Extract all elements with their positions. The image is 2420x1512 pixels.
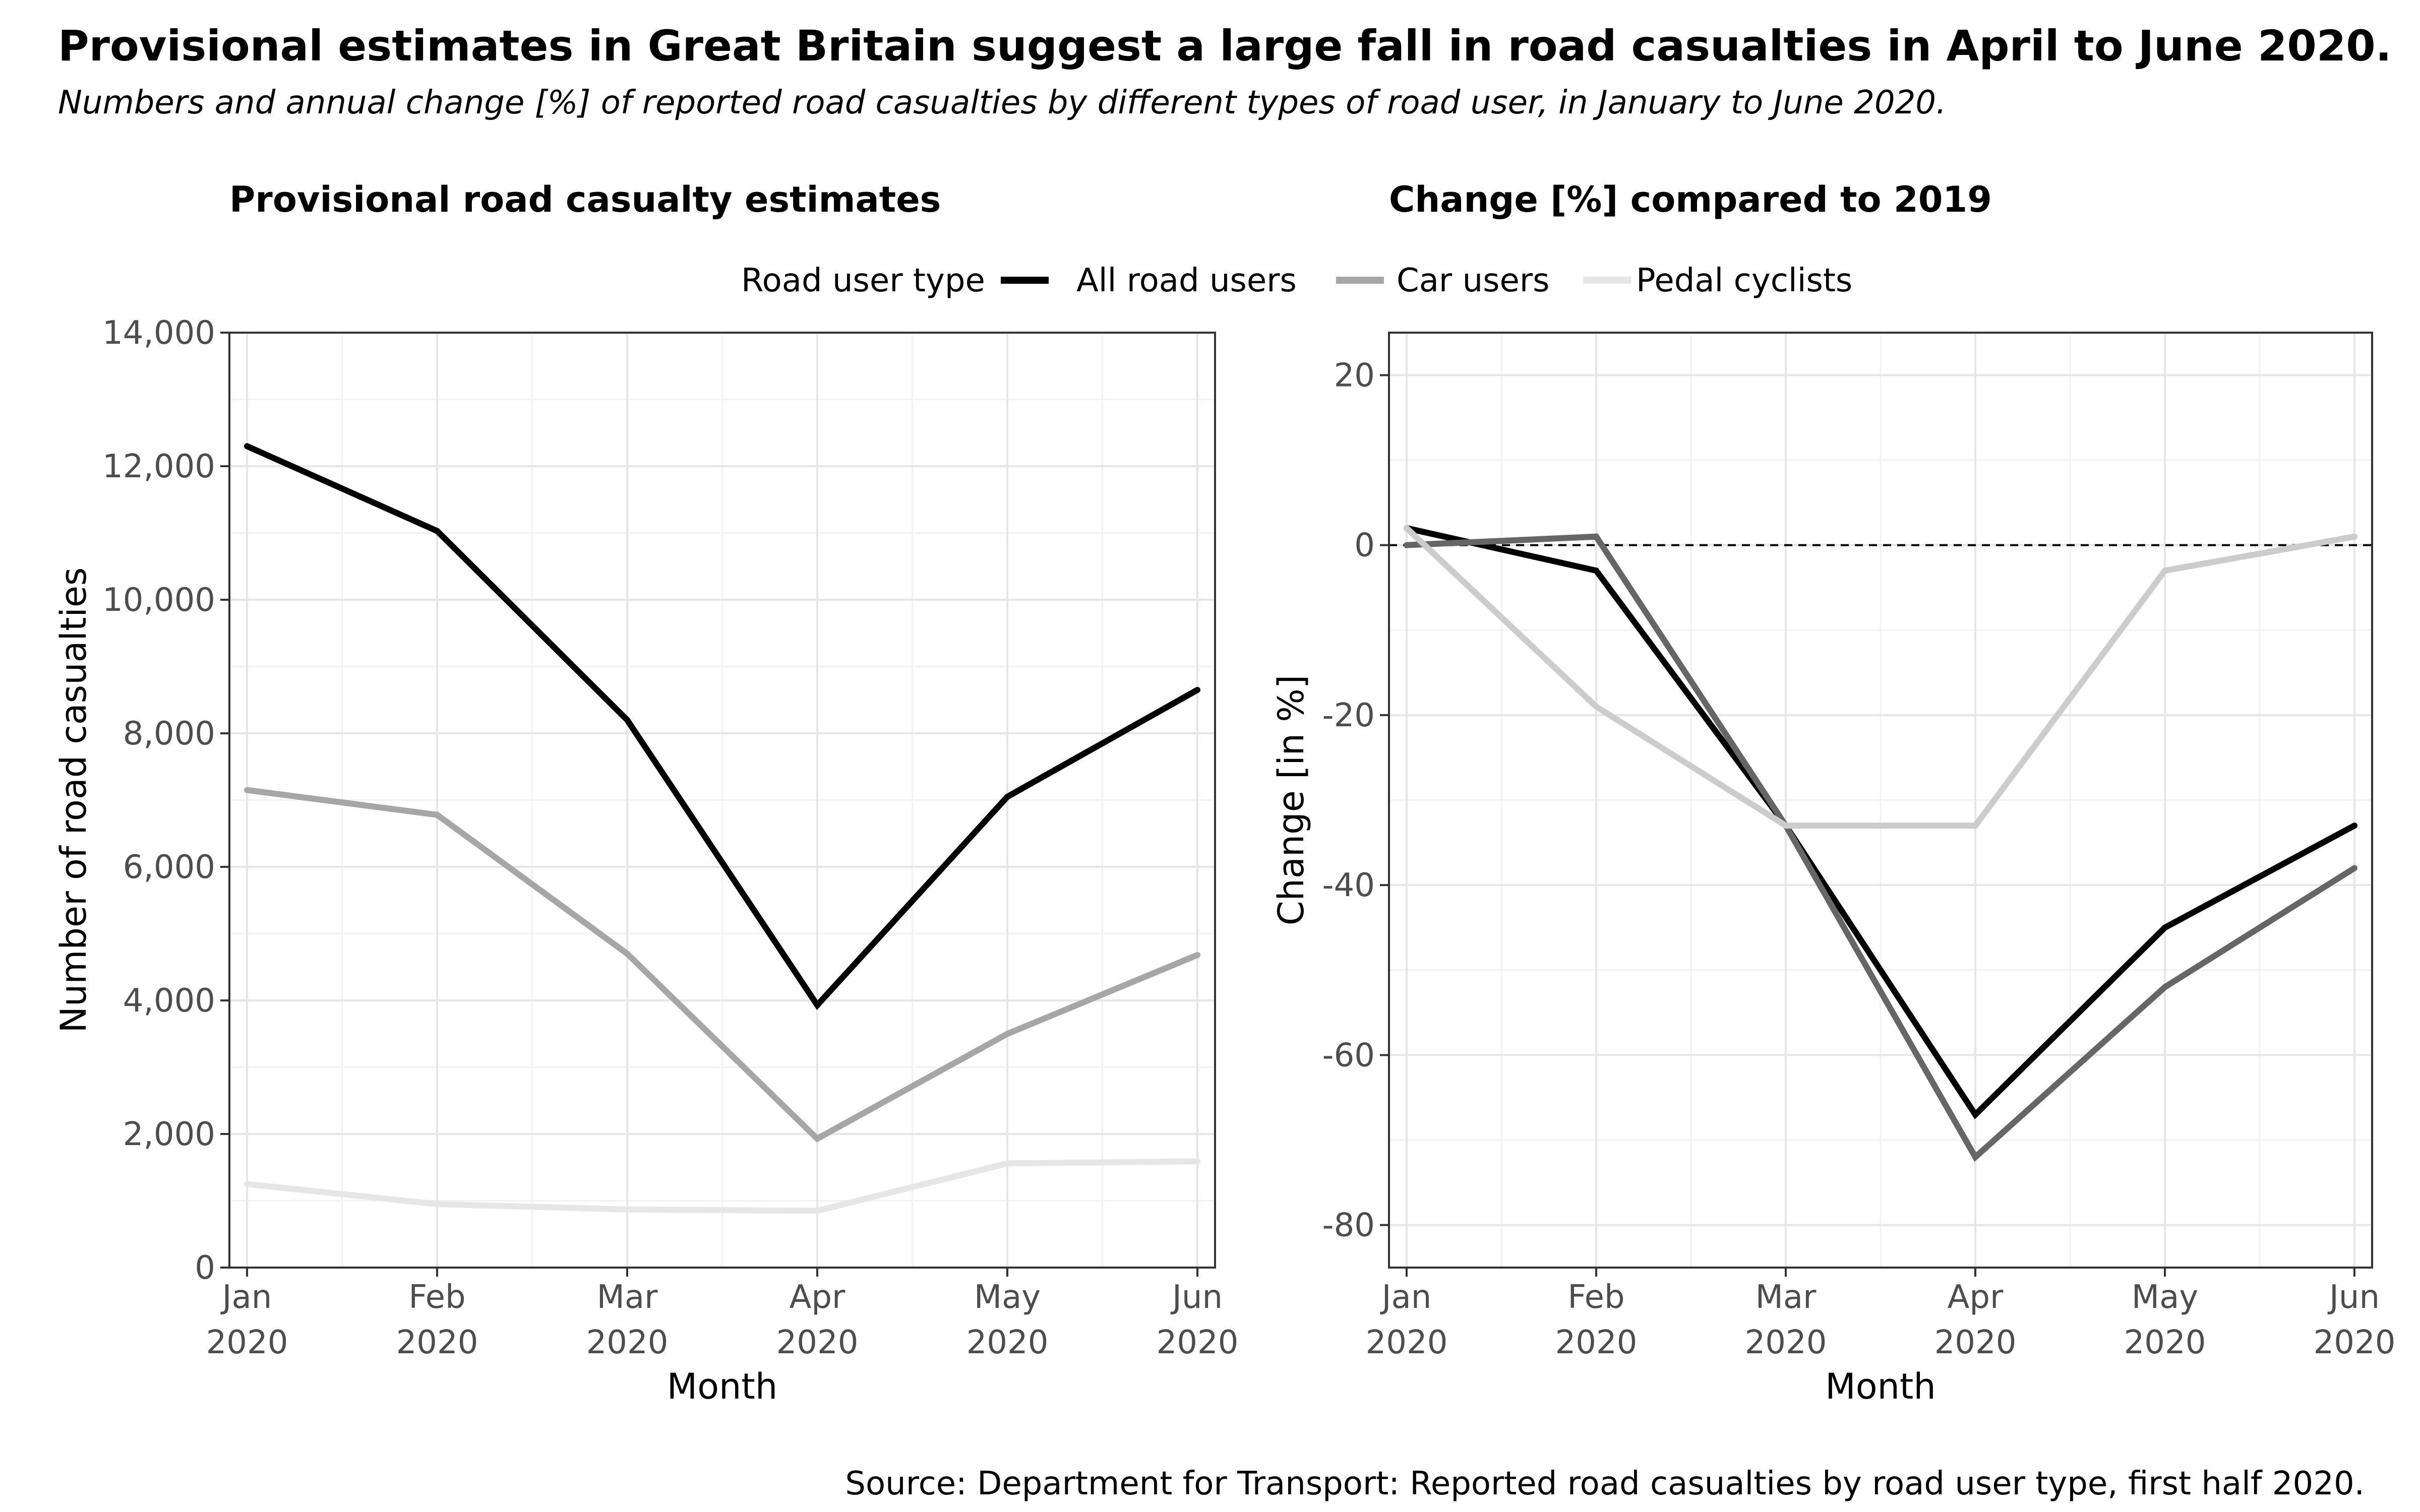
chart-subtitle: Numbers and annual change [%] of reporte… — [58, 84, 1946, 121]
legend-label-pedal-cyclists: Pedal cyclists — [1636, 262, 1852, 299]
data-point-pedal-cyclists — [2351, 533, 2357, 540]
y-axis-label: Number of road casualties — [53, 568, 94, 1033]
x-tick-label: Apr — [1948, 1279, 2004, 1316]
panel-border — [228, 332, 1216, 1269]
data-point-all-road-users — [244, 443, 250, 450]
data-point-pedal-cyclists — [434, 1201, 440, 1208]
data-point-pedal-cyclists — [1593, 704, 1599, 710]
y-tick-label: 10,000 — [102, 582, 215, 619]
data-point-all-road-users — [1194, 686, 1200, 693]
x-tick-label: 2020 — [396, 1324, 478, 1361]
data-point-all-road-users — [434, 528, 440, 534]
x-tick-label: 2020 — [1555, 1324, 1638, 1361]
data-point-car-users — [814, 1136, 820, 1142]
data-point-pedal-cyclists — [2162, 568, 2168, 574]
data-point-all-road-users — [1593, 568, 1599, 574]
data-point-pedal-cyclists — [1194, 1158, 1200, 1165]
data-point-pedal-cyclists — [1972, 823, 1978, 829]
x-tick-label: Apr — [790, 1279, 845, 1316]
x-tick-label: 2020 — [966, 1324, 1049, 1361]
data-point-all-road-users — [814, 1002, 820, 1009]
x-tick-label: May — [974, 1279, 1041, 1316]
legend: Road user type All road users Car users … — [741, 262, 1852, 299]
series-line-pedal-cyclists — [247, 1158, 1198, 1214]
x-tick-label: Jun — [2327, 1279, 2380, 1316]
y-tick-label: 4,000 — [123, 982, 215, 1020]
data-point-all-road-users — [624, 717, 630, 723]
series-line-pedal-cyclists — [1404, 526, 2355, 829]
panel-border — [1388, 332, 2373, 1269]
data-point-pedal-cyclists — [814, 1208, 820, 1214]
data-point-car-users — [1004, 1031, 1010, 1037]
data-point-car-users — [1593, 533, 1599, 540]
x-tick-label: Mar — [1756, 1279, 1817, 1316]
y-tick-label: -60 — [1322, 1037, 1375, 1074]
legend-label-car-users: Car users — [1397, 262, 1550, 299]
x-tick-label: Feb — [408, 1279, 465, 1316]
data-point-all-road-users — [1972, 1111, 1978, 1118]
data-point-pedal-cyclists — [624, 1206, 630, 1213]
panel-title: Change [%] compared to 2019 — [1389, 179, 1992, 220]
panel-change-percent: Change [%] compared to 2019 -80 -60 -40 -20 0… — [1270, 179, 2395, 1407]
data-point-car-users — [2162, 984, 2168, 990]
panel-title: Provisional road casualty estimates — [229, 179, 941, 220]
y-tick-label: 6,000 — [123, 849, 215, 886]
panel-casualty-estimates: Provisional road casualty estimates 0 2,00… — [53, 179, 1238, 1407]
x-tick-label: 2020 — [206, 1324, 288, 1361]
data-point-car-users — [434, 811, 440, 818]
chart-title: Provisional estimates in Great Britain s… — [58, 21, 2392, 71]
source-note: Source: Department for Transport: Report… — [845, 1465, 2365, 1502]
data-point-car-users — [1194, 952, 1200, 958]
y-tick-label: -80 — [1322, 1207, 1375, 1244]
data-point-pedal-cyclists — [1004, 1160, 1010, 1167]
x-tick-label: 2020 — [2314, 1324, 2396, 1361]
y-tick-label: 8,000 — [123, 715, 215, 752]
data-point-car-users — [1972, 1154, 1978, 1160]
x-tick-label: Feb — [1567, 1279, 1624, 1316]
data-point-all-road-users — [1004, 793, 1010, 800]
legend-title: Road user type — [741, 262, 985, 299]
data-point-pedal-cyclists — [1783, 823, 1789, 829]
x-axis-label: Month — [667, 1366, 777, 1407]
x-tick-label: 2020 — [586, 1324, 669, 1361]
x-tick-label: 2020 — [2124, 1324, 2206, 1361]
data-point-pedal-cyclists — [1404, 525, 1410, 531]
x-tick-label: 2020 — [1157, 1324, 1239, 1361]
data-point-car-users — [244, 787, 250, 793]
y-tick-label: -20 — [1322, 697, 1375, 734]
series-line-all-road-users — [1406, 525, 2356, 1119]
x-axis-label: Month — [1825, 1366, 1935, 1407]
legend-label-all-road-users: All road users — [1076, 262, 1297, 299]
data-point-car-users — [2351, 865, 2357, 871]
x-tick-label: May — [2132, 1279, 2198, 1316]
y-tick-label: 2,000 — [123, 1116, 215, 1153]
x-tick-label: Jan — [1380, 1279, 1432, 1316]
x-tick-label: 2020 — [1745, 1324, 1827, 1361]
x-tick-label: 2020 — [776, 1324, 859, 1361]
y-tick-label: 12,000 — [102, 448, 215, 485]
data-point-car-users — [624, 951, 630, 957]
x-tick-label: Mar — [597, 1279, 658, 1316]
y-axis-label: Change [in %] — [1270, 675, 1312, 925]
data-point-pedal-cyclists — [244, 1181, 250, 1187]
series-line-all-road-users — [246, 443, 1199, 1011]
series-line-car-users — [1406, 533, 2356, 1162]
y-tick-label: 14,000 — [102, 314, 215, 352]
data-point-car-users — [1404, 542, 1410, 548]
x-tick-label: 2020 — [1934, 1324, 2017, 1361]
x-tick-label: Jun — [1170, 1279, 1223, 1316]
data-point-all-road-users — [2351, 823, 2357, 829]
x-tick-label: Jan — [220, 1279, 272, 1316]
y-tick-label: 0 — [195, 1249, 215, 1287]
y-tick-label: -40 — [1322, 867, 1375, 904]
y-tick-label: 0 — [1354, 527, 1375, 564]
y-tick-label: 20 — [1334, 357, 1375, 394]
data-point-all-road-users — [2162, 924, 2168, 931]
x-tick-label: 2020 — [1366, 1324, 1448, 1361]
series-line-car-users — [247, 787, 1199, 1143]
